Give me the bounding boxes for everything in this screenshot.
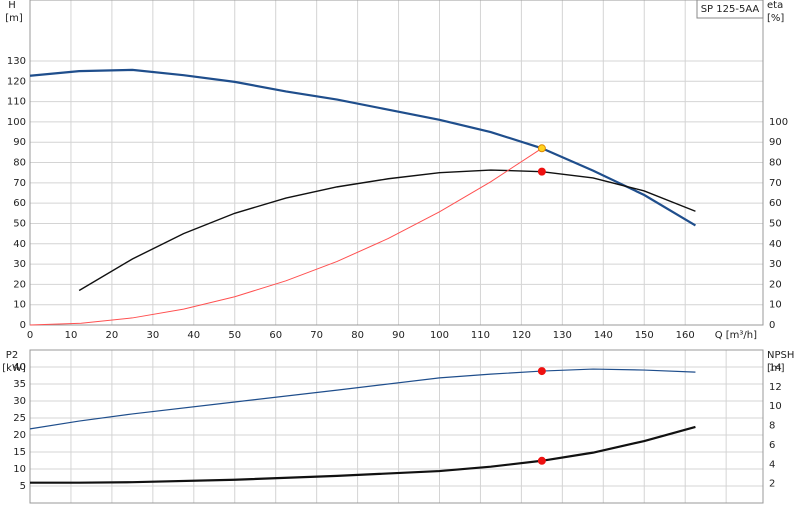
y-tick-label: 30: [13, 396, 26, 407]
duty-point: [537, 167, 546, 176]
x-tick-label: 60: [269, 330, 282, 341]
y2-tick-label: 30: [769, 259, 782, 270]
y2-tick-label: 14: [769, 362, 782, 373]
curve: [78, 169, 696, 292]
y-axis-unit: [m]: [5, 13, 23, 24]
y-tick-label: 25: [13, 413, 26, 424]
legend-label: SP 125-5AA: [701, 4, 760, 15]
x-tick-label: 120: [512, 330, 531, 341]
y-tick-label: 15: [13, 447, 26, 458]
x-tick-label: 130: [553, 330, 572, 341]
y-tick-label: 90: [13, 137, 26, 148]
y2-tick-label: 60: [769, 198, 782, 209]
y2-axis-label: eta: [767, 0, 783, 11]
y2-tick-label: 6: [769, 440, 775, 451]
y-tick-label: 10: [13, 464, 26, 475]
y2-tick-label: 10: [769, 300, 782, 311]
y2-tick-label: 2: [769, 479, 775, 490]
curve: [29, 368, 696, 430]
duty-point: [537, 367, 546, 376]
y2-tick-label: 8: [769, 421, 775, 432]
y2-axis-unit: [%]: [767, 13, 784, 24]
y2-tick-label: 0: [769, 320, 775, 331]
y2-tick-label: 90: [769, 137, 782, 148]
y-tick-label: 40: [13, 239, 26, 250]
x-tick-label: 140: [594, 330, 613, 341]
y2-tick-label: 4: [769, 459, 775, 470]
y-tick-label: 10: [13, 300, 26, 311]
y-tick-label: 35: [13, 379, 26, 390]
x-tick-label: 50: [228, 330, 241, 341]
y-tick-label: 20: [13, 430, 26, 441]
curve: [29, 147, 543, 326]
y-tick-label: 120: [7, 76, 26, 87]
plot-frame: [29, 0, 764, 326]
y2-tick-label: 70: [769, 178, 782, 189]
x-tick-label: 0: [27, 330, 33, 341]
y2-tick-label: 100: [769, 117, 788, 128]
y-tick-label: 70: [13, 178, 26, 189]
y2-axis-unit: [m]: [767, 363, 785, 374]
x-tick-label: 150: [635, 330, 654, 341]
x-tick-label: 160: [676, 330, 695, 341]
y-tick-label: 30: [13, 259, 26, 270]
y2-tick-label: 50: [769, 218, 782, 229]
y2-tick-label: 10: [769, 401, 782, 412]
x-tick-label: 90: [392, 330, 405, 341]
x-tick-label: 40: [187, 330, 200, 341]
curve: [30, 425, 696, 484]
y2-tick-label: 20: [769, 279, 782, 290]
x-tick-label: 20: [106, 330, 119, 341]
curve: [29, 68, 696, 227]
y2-tick-label: 40: [769, 239, 782, 250]
x-tick-label: 10: [65, 330, 78, 341]
x-tick-label: 110: [471, 330, 490, 341]
y-tick-label: 60: [13, 198, 26, 209]
y2-tick-label: 12: [769, 382, 782, 393]
y-axis-label: P2: [6, 350, 18, 361]
y-tick-label: 50: [13, 218, 26, 229]
x-tick-label: 100: [430, 330, 449, 341]
y-axis-label: H: [8, 0, 16, 11]
y-tick-label: 20: [13, 279, 26, 290]
y-tick-label: 100: [7, 117, 26, 128]
y-tick-label: 130: [7, 56, 26, 67]
x-tick-label: 30: [146, 330, 159, 341]
y2-tick-label: 80: [769, 158, 782, 169]
y-tick-label: 40: [13, 362, 26, 373]
y-tick-label: 110: [7, 97, 26, 108]
duty-point: [537, 456, 546, 465]
y-axis-unit: [kW]: [2, 363, 26, 374]
y-tick-label: 0: [20, 320, 26, 331]
y2-axis-label: NPSH: [767, 350, 794, 361]
legend-box: [696, 0, 764, 19]
plot-frame: [29, 349, 764, 504]
y-tick-label: 80: [13, 158, 26, 169]
x-tick-label: 70: [310, 330, 323, 341]
x-axis-label: Q [m³/h]: [715, 330, 757, 341]
x-tick-label: 80: [351, 330, 364, 341]
y-tick-label: 5: [20, 481, 26, 492]
duty-point: [537, 144, 546, 153]
